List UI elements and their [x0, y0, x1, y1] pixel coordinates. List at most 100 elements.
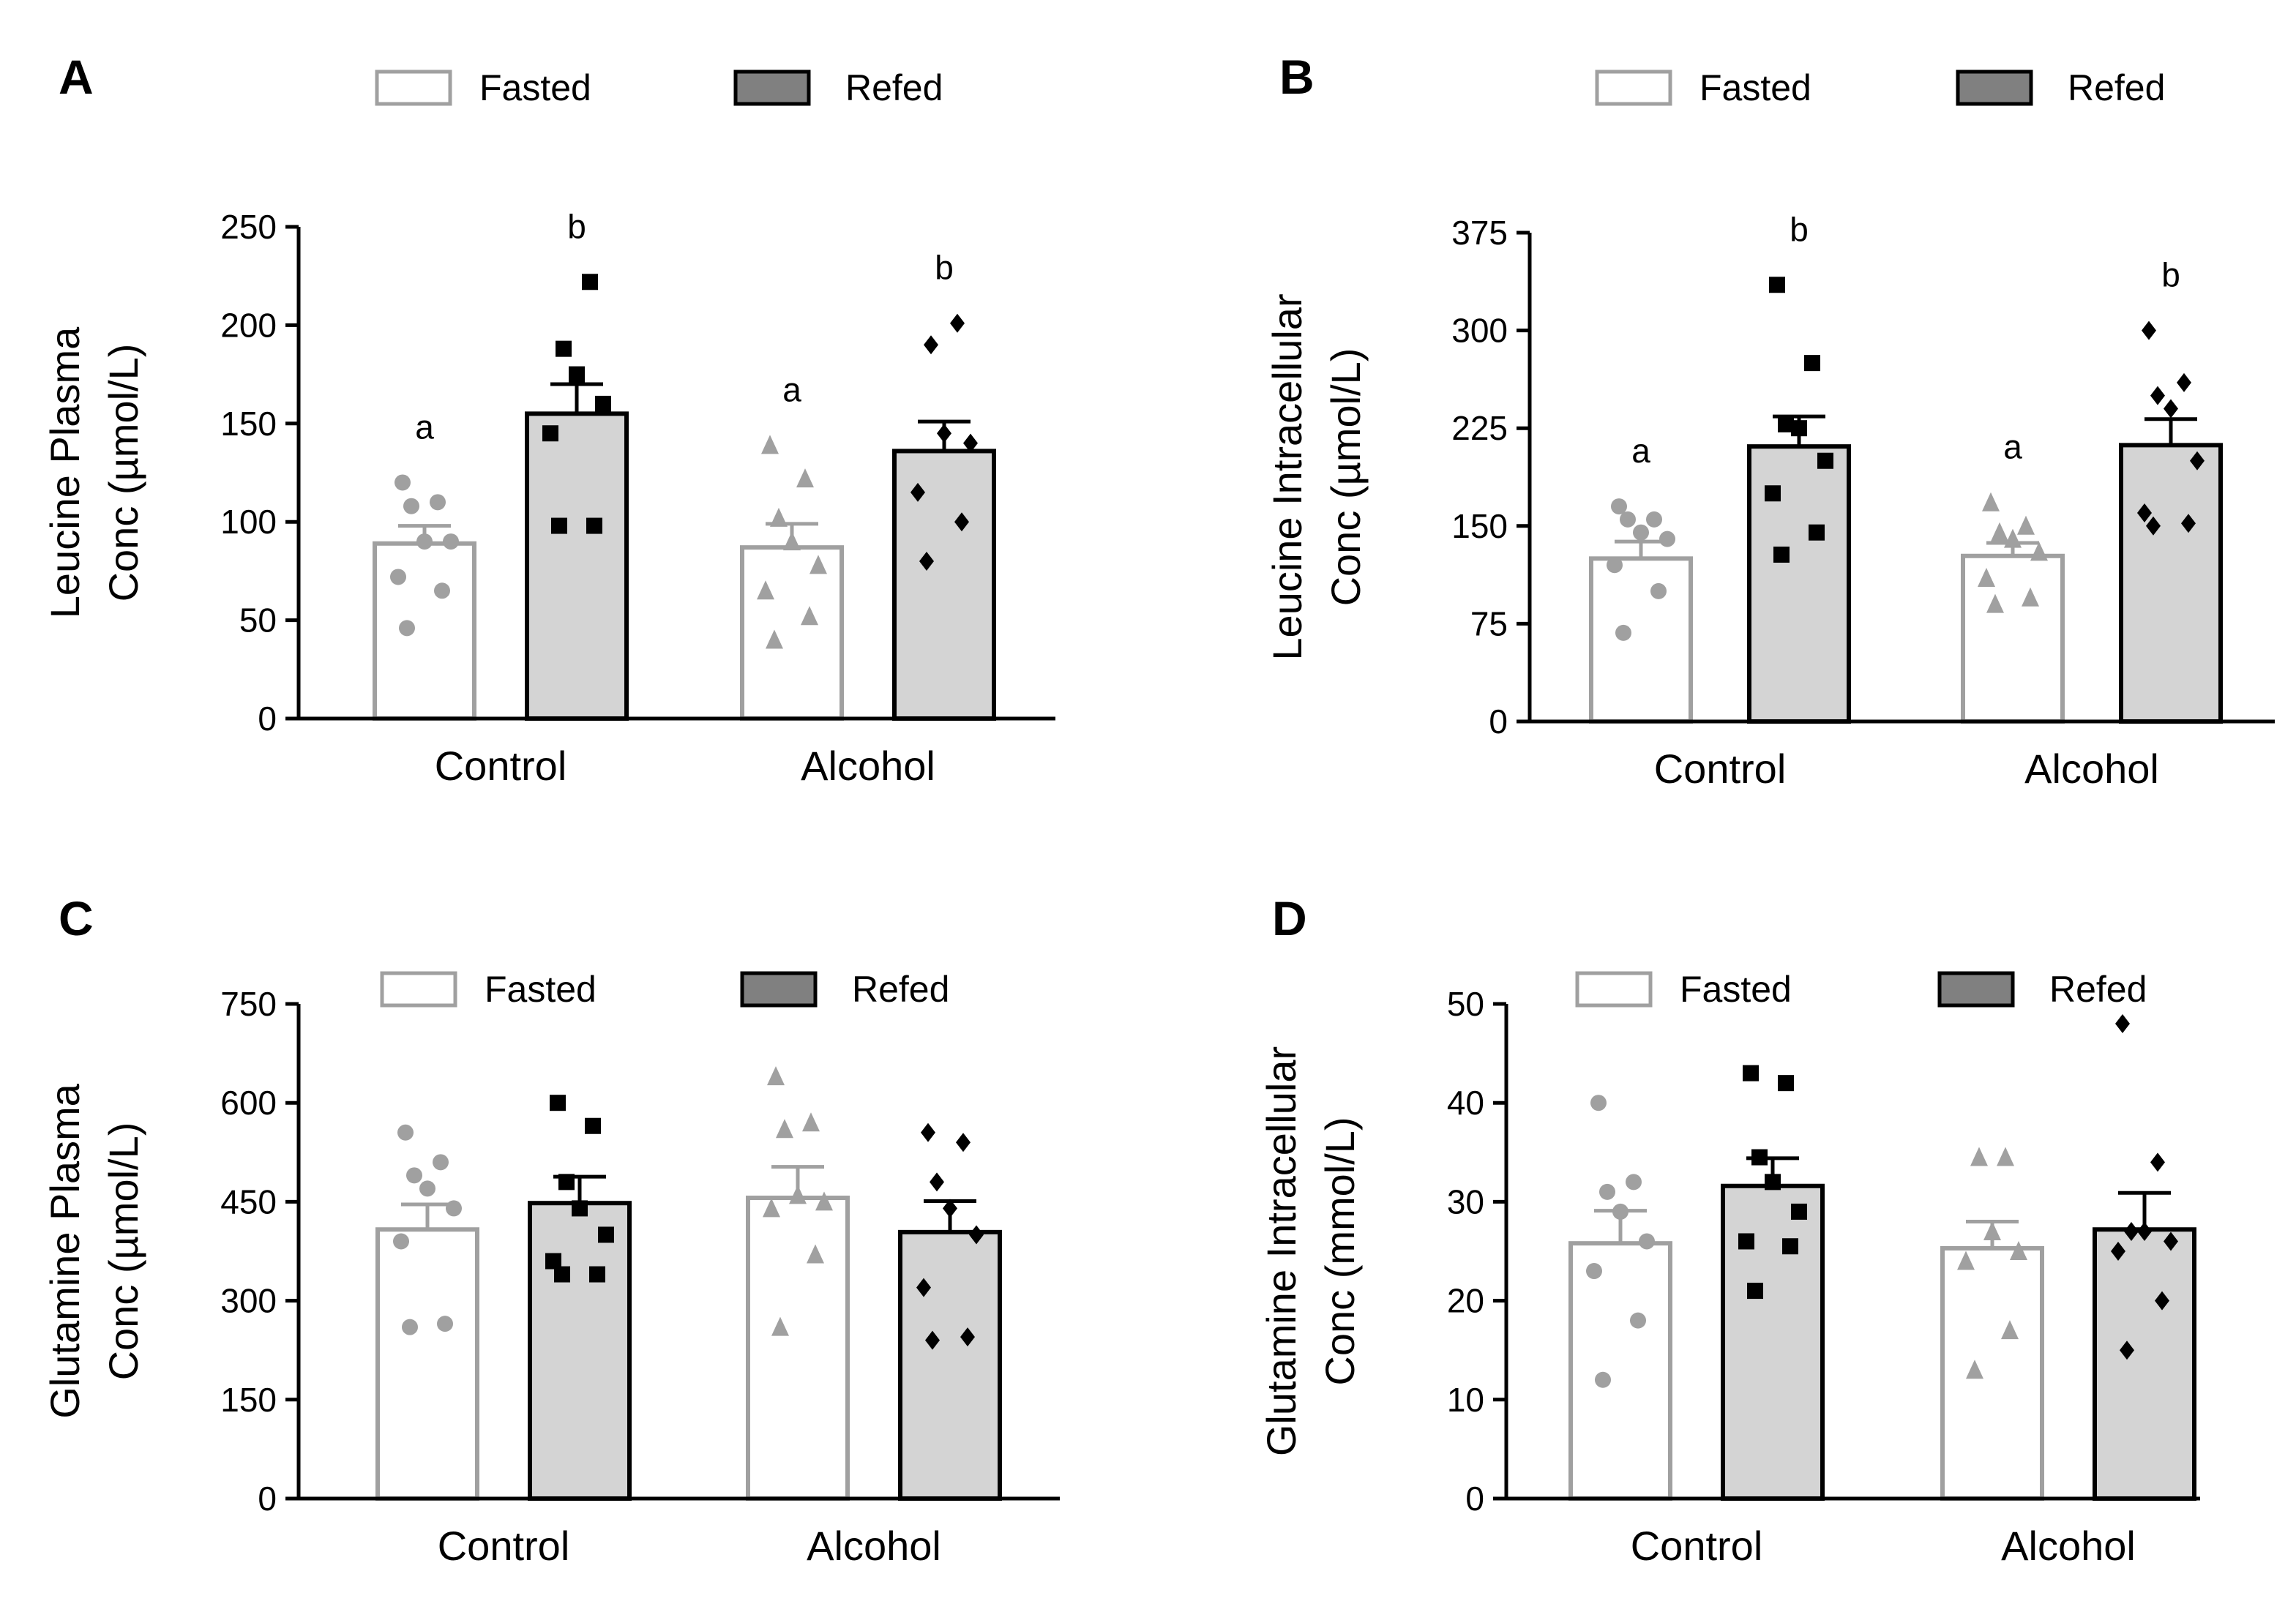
- y-tick-label: 150: [220, 1381, 277, 1419]
- data-point: [2146, 516, 2161, 536]
- data-point: [930, 1172, 944, 1192]
- data-point: [1626, 1174, 1642, 1191]
- data-point: [910, 482, 925, 502]
- bar: [746, 1195, 850, 1501]
- data-point: [783, 531, 801, 551]
- data-point: [419, 1180, 435, 1197]
- legend-refed-swatch: [733, 70, 811, 106]
- bar: [898, 1229, 1002, 1501]
- bar: [2119, 443, 2223, 724]
- data-point: [2155, 1291, 2169, 1311]
- data-point: [1615, 624, 1631, 641]
- x-tick-label: Alcohol: [2001, 1523, 2136, 1569]
- data-point: [757, 580, 774, 600]
- x-tick-label: Control: [435, 743, 567, 789]
- data-point: [1982, 492, 2000, 511]
- data-point: [1650, 582, 1667, 599]
- y-tick-label: 300: [1451, 312, 1508, 350]
- panel-label: C: [59, 891, 94, 945]
- data-point: [1595, 1371, 1611, 1388]
- significance-label: b: [567, 207, 586, 245]
- data-point: [1590, 1095, 1607, 1111]
- data-point: [390, 569, 406, 585]
- y-tick-label: 150: [220, 405, 277, 443]
- legend-fasted-label: Fasted: [1680, 969, 1792, 1010]
- y-tick-label: 10: [1447, 1381, 1484, 1419]
- y-tick-label: 0: [258, 700, 277, 738]
- data-point: [2190, 451, 2205, 470]
- y-tick-label: 100: [220, 503, 277, 541]
- data-point: [1782, 1238, 1798, 1255]
- legend-refed-label: Refed: [845, 67, 943, 108]
- data-point: [554, 1266, 570, 1283]
- y-axis-label: Glutamine Plasma: [42, 1083, 88, 1418]
- legend-refed-swatch: [740, 971, 818, 1008]
- data-point: [1620, 511, 1636, 528]
- data-point: [551, 517, 567, 534]
- data-point: [542, 425, 558, 442]
- legend: Fasted Refed: [375, 67, 943, 108]
- data-point: [1986, 593, 2004, 613]
- data-point: [771, 1316, 789, 1336]
- y-tick-label: 600: [220, 1084, 277, 1122]
- data-point: [1809, 524, 1825, 541]
- y-tick-label: 30: [1447, 1182, 1484, 1221]
- data-point: [443, 533, 459, 550]
- data-point: [1817, 452, 1833, 469]
- data-point: [430, 494, 446, 511]
- data-point: [2010, 1241, 2027, 1260]
- data-point: [969, 1225, 984, 1245]
- y-tick-label: 225: [1451, 409, 1508, 447]
- data-point: [1586, 1263, 1602, 1280]
- data-point: [2030, 541, 2048, 561]
- data-point: [1646, 511, 1662, 528]
- data-point: [761, 435, 779, 454]
- legend-refed-label: Refed: [2068, 67, 2165, 108]
- legend: Fasted Refed: [1595, 67, 2165, 108]
- data-point: [916, 1278, 931, 1297]
- bar: [740, 545, 844, 721]
- data-point: [943, 1199, 957, 1218]
- data-point: [433, 1154, 449, 1171]
- data-point: [770, 507, 788, 527]
- data-point: [796, 468, 814, 488]
- data-point: [801, 606, 818, 626]
- panel-a: A Fasted Refed Leucine Plasma Conc (µmol/L) a…: [42, 50, 1055, 789]
- panel-c: C Fasted Refed Glutamine Plasma Conc (µmol/L…: [42, 891, 1060, 1569]
- data-point: [1966, 1360, 1983, 1379]
- y-tick-label: 20: [1447, 1282, 1484, 1320]
- data-point: [960, 1327, 975, 1347]
- y-tick-label: 450: [220, 1182, 277, 1221]
- data-point: [950, 313, 965, 333]
- data-point: [446, 1200, 462, 1217]
- data-point: [809, 555, 827, 574]
- data-point: [595, 395, 611, 412]
- y-axis-label: Conc (µmol/L): [1323, 348, 1369, 607]
- legend-fasted-swatch: [375, 70, 452, 106]
- y-axis-label: Conc (µmol/L): [100, 1122, 146, 1381]
- data-point: [815, 1191, 833, 1211]
- data-point: [2150, 386, 2165, 405]
- y-tick-label: 750: [220, 985, 277, 1023]
- data-point: [406, 1167, 422, 1184]
- data-point: [1991, 522, 2008, 541]
- data-point: [1769, 277, 1785, 293]
- data-point: [2142, 320, 2156, 340]
- data-point: [776, 1119, 793, 1139]
- data-point: [956, 1133, 971, 1152]
- data-point: [937, 424, 951, 443]
- data-point: [586, 517, 602, 534]
- bar: [1589, 556, 1693, 724]
- y-tick-label: 0: [1489, 702, 1508, 740]
- legend: Fasted Refed: [1575, 969, 2147, 1010]
- data-point: [925, 1330, 940, 1350]
- data-point: [399, 620, 415, 637]
- data-point: [397, 1124, 414, 1141]
- panel-label: A: [59, 50, 94, 104]
- data-point: [545, 1253, 561, 1270]
- y-axis-label: Conc (µmol/L): [100, 344, 146, 602]
- data-point: [2004, 528, 2022, 548]
- y-axis-label: Leucine Plasma: [42, 326, 88, 618]
- legend-fasted-swatch: [1575, 971, 1653, 1008]
- y-tick-label: 50: [239, 601, 277, 640]
